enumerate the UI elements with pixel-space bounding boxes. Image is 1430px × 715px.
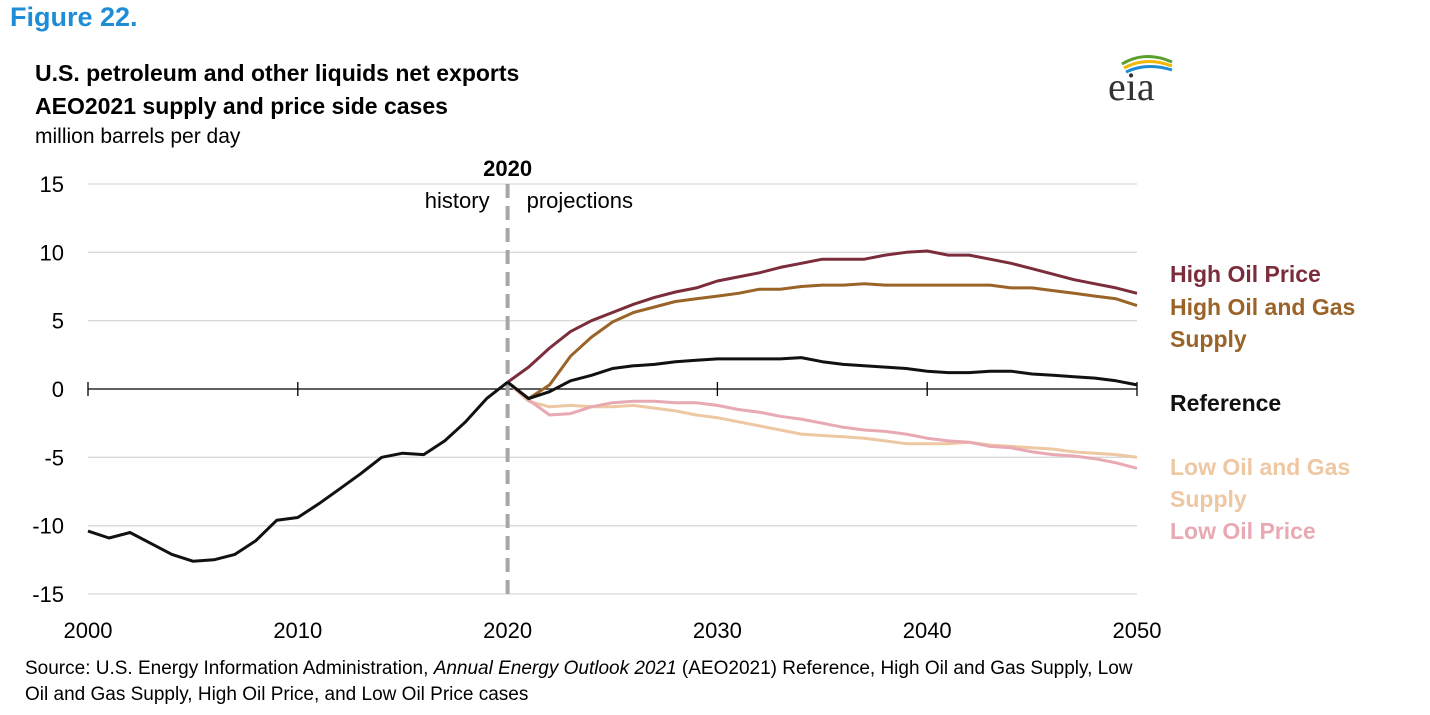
source-suffix: (AEO2021) Reference, High Oil and Gas Su… bbox=[25, 658, 1133, 705]
x-tick-label: 2030 bbox=[693, 618, 742, 643]
y-tick-label: 5 bbox=[52, 309, 64, 334]
series-lines bbox=[87, 249, 1138, 563]
series-line-high-oil-and-gas-supply bbox=[506, 282, 1138, 401]
y-tick-label: -15 bbox=[32, 582, 64, 607]
y-tick-label: 0 bbox=[52, 377, 64, 402]
history-label: history bbox=[425, 188, 490, 213]
x-tick-label: 2050 bbox=[1113, 618, 1162, 643]
source-prefix: Source: U.S. Energy Information Administ… bbox=[25, 658, 434, 679]
history-projection-divider: 2020 history projections bbox=[425, 156, 633, 594]
series-line-high-oil-price bbox=[506, 249, 1138, 384]
legend-label-low-oil-and-gas-supply: Low Oil and Gas bbox=[1170, 454, 1350, 480]
x-tick-label: 2020 bbox=[483, 618, 532, 643]
legend-label-high-oil-and-gas-supply: Supply bbox=[1170, 326, 1247, 352]
x-tick-label: 2040 bbox=[903, 618, 952, 643]
legend-label-high-oil-price: High Oil Price bbox=[1170, 261, 1321, 287]
source-note: Source: U.S. Energy Information Administ… bbox=[25, 656, 1145, 708]
logo-text: eia bbox=[1108, 64, 1155, 104]
series-line-low-oil-and-gas-supply bbox=[506, 381, 1138, 459]
figure-label: Figure 22. bbox=[10, 2, 138, 32]
legend-label-low-oil-and-gas-supply: Supply bbox=[1170, 486, 1247, 512]
y-tick-label: -5 bbox=[44, 445, 64, 470]
series-line-history bbox=[87, 381, 509, 563]
gridlines bbox=[88, 183, 1137, 595]
x-tick-labels: 2000 2010 2020 2030 2040 2050 bbox=[64, 618, 1162, 643]
chart-subtitle: AEO2021 supply and price side cases bbox=[35, 93, 448, 119]
eia-logo: eia bbox=[1108, 55, 1173, 104]
series-line-reference bbox=[506, 356, 1138, 401]
legend-label-low-oil-price: Low Oil Price bbox=[1170, 518, 1316, 544]
source-publication: Annual Energy Outlook 2021 bbox=[433, 658, 677, 679]
x-tick-label: 2010 bbox=[273, 618, 322, 643]
chart-title: U.S. petroleum and other liquids net exp… bbox=[35, 60, 520, 86]
y-tick-label: -10 bbox=[32, 514, 64, 539]
y-axis-unit-label: million barrels per day bbox=[35, 125, 241, 148]
axes bbox=[87, 382, 1138, 396]
y-tick-label: 15 bbox=[40, 172, 64, 197]
divider-year-label: 2020 bbox=[483, 156, 532, 181]
legend-label-reference: Reference bbox=[1170, 390, 1281, 416]
legend-label-high-oil-and-gas-supply: High Oil and Gas bbox=[1170, 294, 1355, 320]
x-tick-label: 2000 bbox=[64, 618, 113, 643]
legend: High Oil Price High Oil and Gas Supply Refe… bbox=[1170, 261, 1355, 544]
y-tick-labels: 15 10 5 0 -5 -10 -15 bbox=[32, 172, 64, 607]
series-line-low-oil-price bbox=[506, 381, 1138, 470]
y-tick-label: 10 bbox=[40, 240, 64, 265]
projections-label: projections bbox=[527, 188, 633, 213]
